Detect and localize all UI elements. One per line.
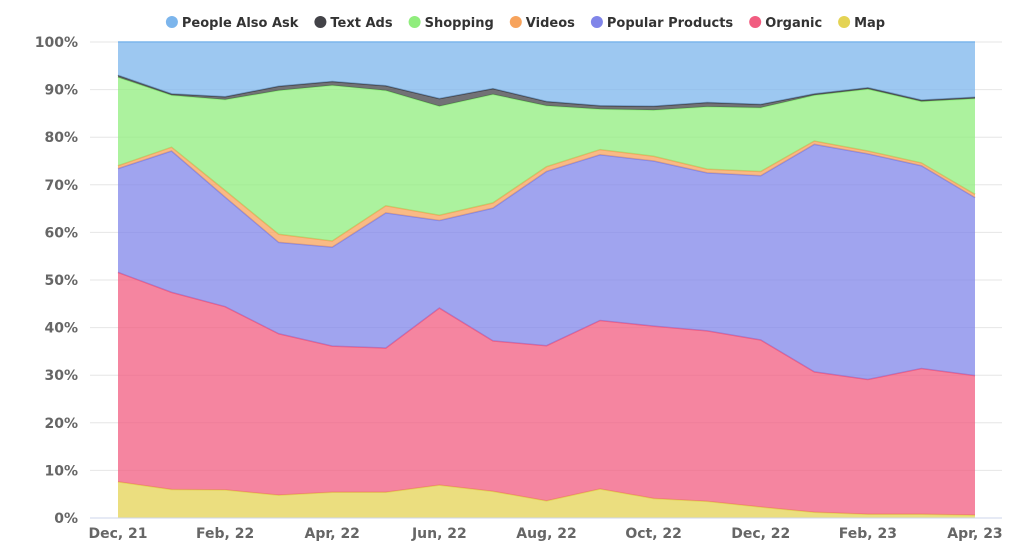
y-tick-label: 50% [44,273,78,289]
legend-marker [165,16,178,28]
area-map[interactable] [118,481,975,518]
x-tick-label: Feb, 23 [839,526,897,542]
y-tick-label: 0% [54,511,78,527]
y-tick-label: 60% [44,225,78,241]
legend-item-people-also-ask[interactable]: People Also Ask [165,16,299,31]
legend-item-shopping[interactable]: Shopping [408,16,494,31]
area-organic[interactable] [118,272,975,516]
legend-label: Shopping [425,16,494,31]
y-tick-label: 40% [44,321,78,337]
legend-item-map[interactable]: Map [838,16,885,31]
y-tick-label: 100% [35,35,78,51]
legend[interactable]: People Also Ask Text Ads Shopping Videos Pop… [165,16,885,31]
legend-marker [838,16,851,28]
area-popular-products[interactable] [118,144,975,380]
y-tick-label: 30% [44,368,78,384]
legend-label: Popular Products [607,16,734,31]
x-tick-label: Aug, 22 [516,526,577,542]
area-text-ads[interactable] [118,75,975,111]
legend-marker [408,16,421,28]
legend-item-text-ads[interactable]: Text Ads [314,16,393,31]
x-tick-label: Oct, 22 [625,526,682,542]
x-tick-label: Apr, 23 [947,526,1002,542]
legend-item-videos[interactable]: Videos [509,16,575,31]
x-axis: Dec, 21 Feb, 22 Apr, 22 Jun, 22 Aug, 22 Oct, … [88,517,1003,542]
y-tick-label: 20% [44,416,78,432]
x-tick-label: Apr, 22 [305,526,360,542]
area-people-also-ask[interactable] [118,42,975,107]
legend-label: People Also Ask [182,16,299,31]
x-tick-label: Jun, 22 [411,526,467,542]
x-tick-label: Feb, 22 [196,526,254,542]
legend-marker [314,16,327,28]
legend-item-popular-products[interactable]: Popular Products [590,16,734,31]
y-tick-label: 70% [44,178,78,194]
area-series [117,41,976,518]
y-tick-label: 80% [44,130,78,146]
y-axis: 0% 10% 20% 30% 40% 50% 60% 70% 80% 90% 100% [35,35,78,527]
legend-marker [749,16,762,28]
x-tick-label: Dec, 22 [731,526,790,542]
legend-label: Videos [526,16,575,31]
y-tick-label: 10% [44,463,78,479]
x-tick-label: Dec, 21 [88,526,147,542]
y-tick-label: 90% [44,83,78,99]
legend-item-organic[interactable]: Organic [749,16,822,31]
legend-marker [509,16,522,28]
legend-label: Organic [765,16,822,31]
legend-marker [590,16,603,28]
legend-label: Map [854,16,885,31]
legend-label: Text Ads [330,16,392,31]
area-shopping[interactable] [118,77,975,241]
